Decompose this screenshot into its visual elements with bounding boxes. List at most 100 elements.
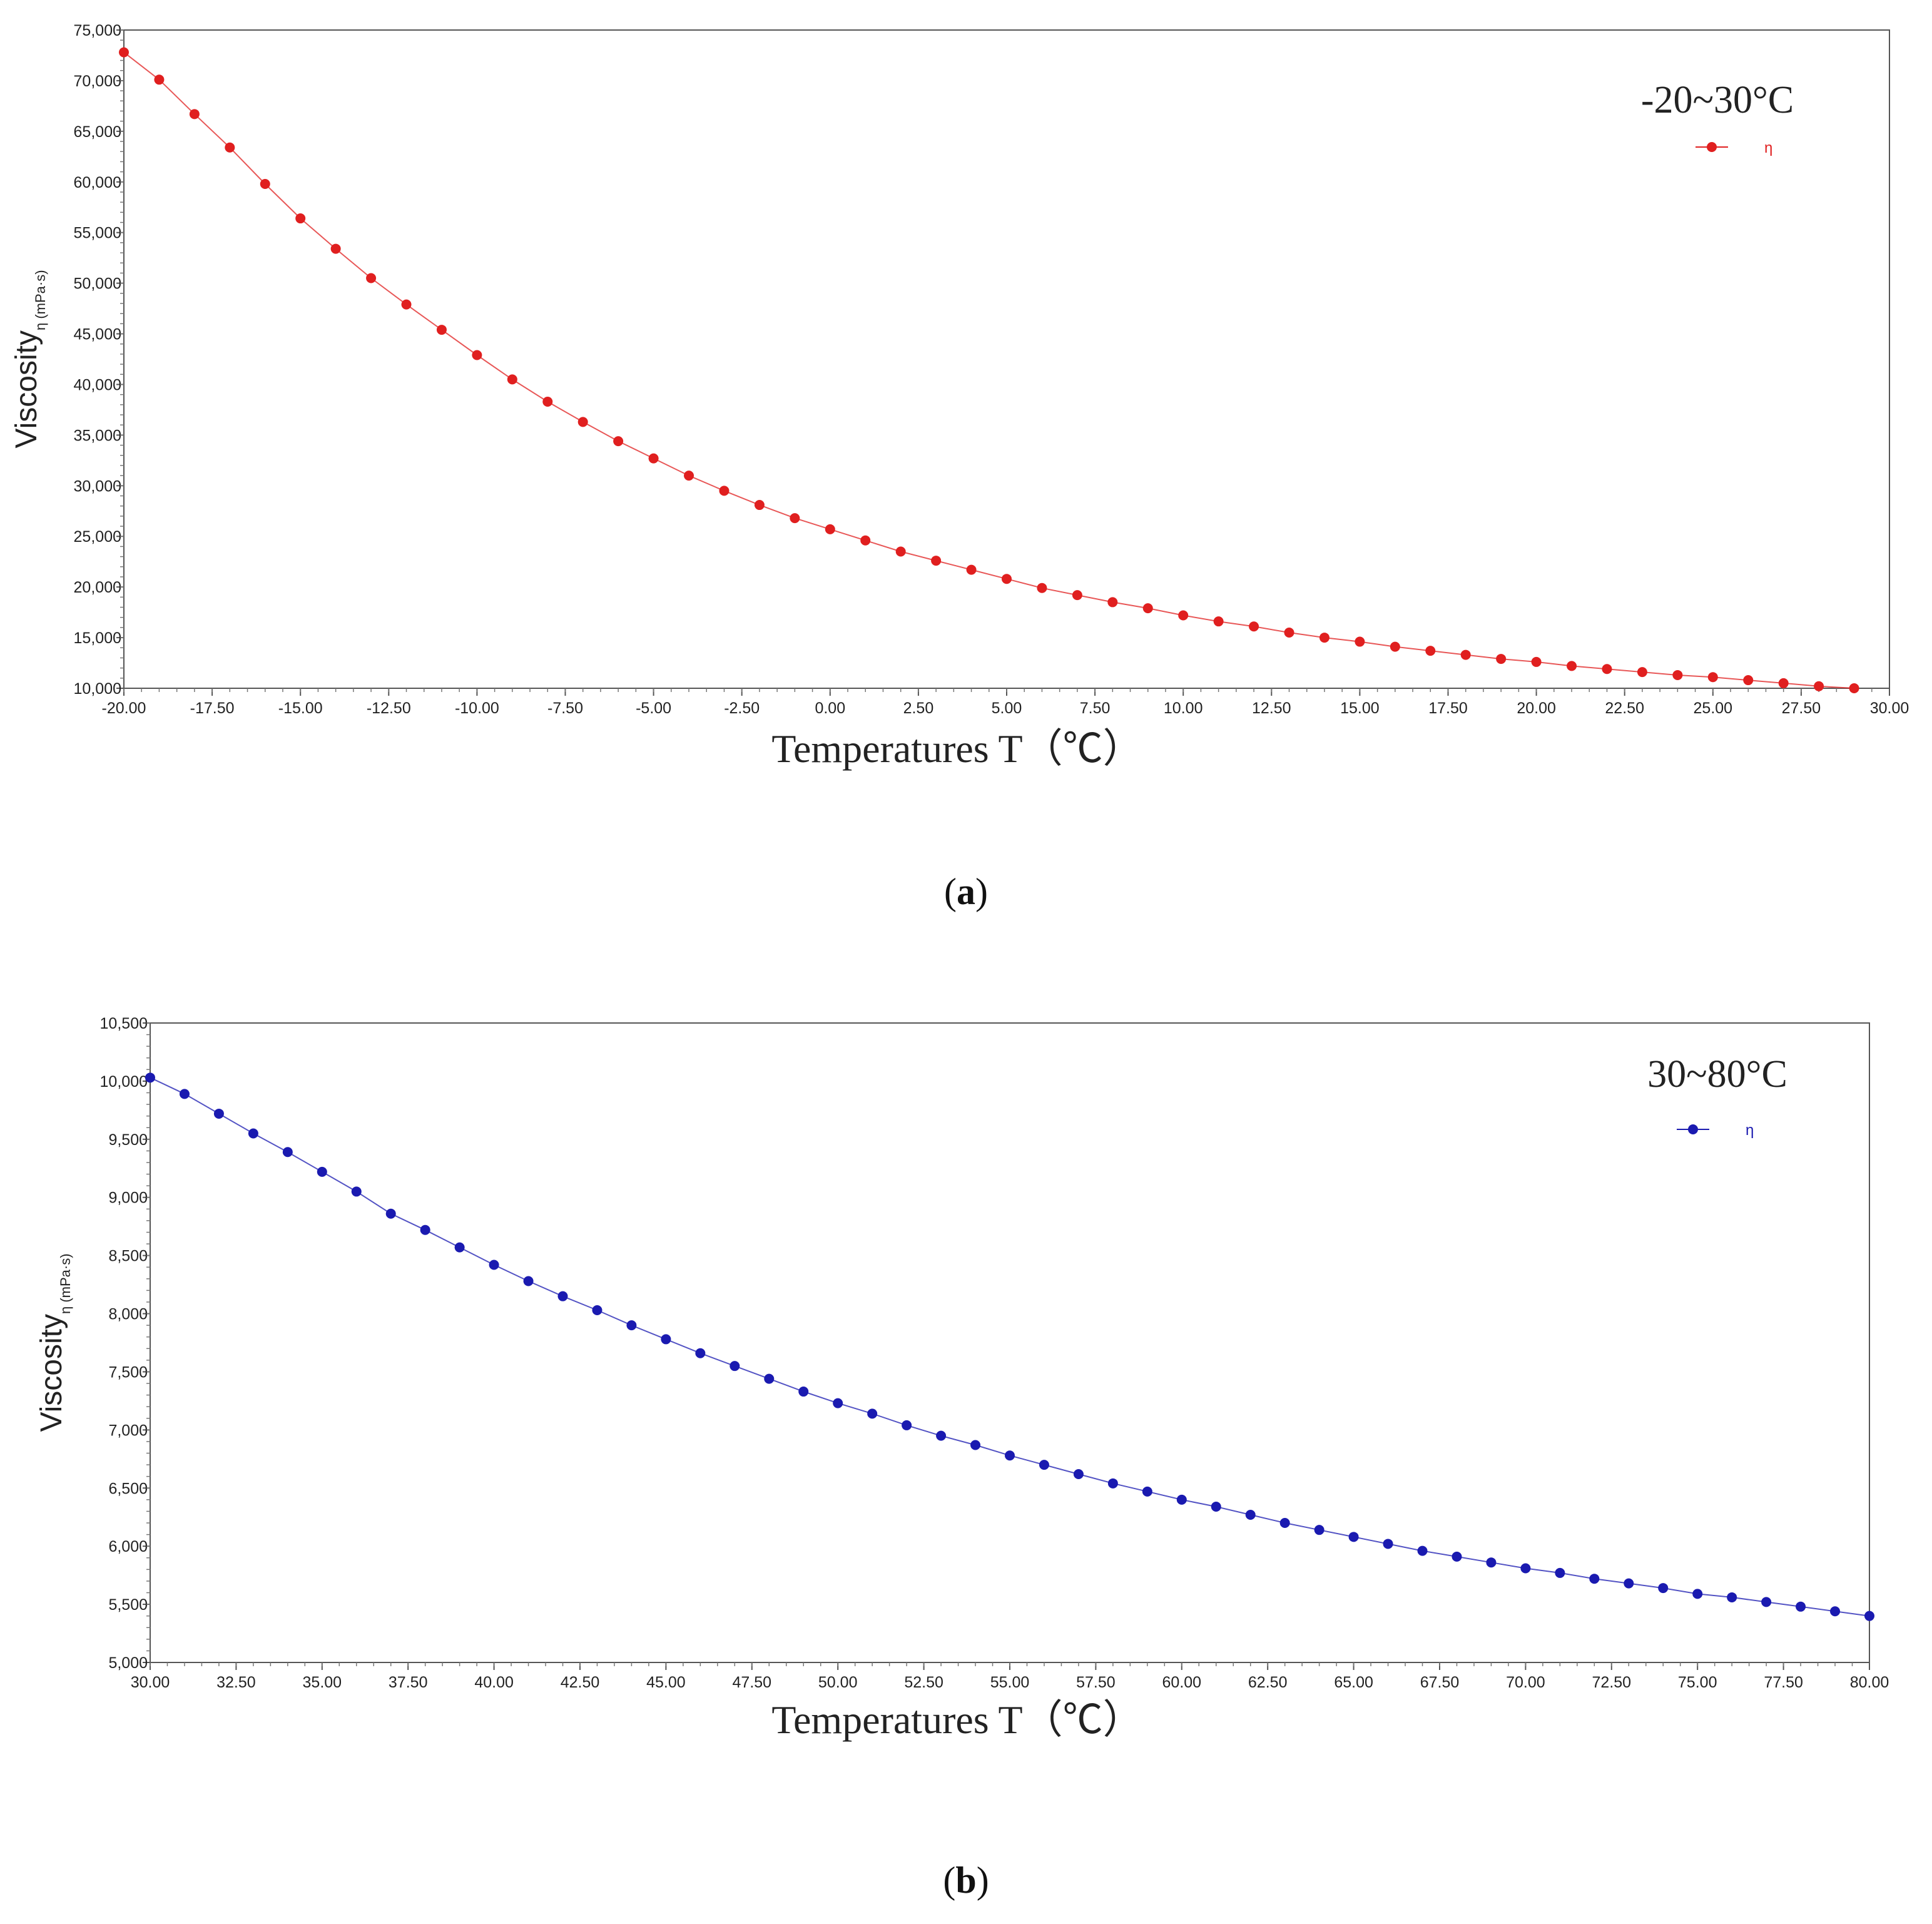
data-point [648, 453, 659, 464]
y-tick-label: 8,000 [108, 1306, 148, 1323]
data-point [936, 1430, 947, 1441]
x-tick-label: 37.50 [389, 1674, 428, 1691]
y-tick-label: 5,500 [108, 1596, 148, 1614]
y-tick-label: 9,000 [108, 1189, 148, 1207]
data-point [119, 47, 129, 58]
data-point [523, 1276, 534, 1286]
data-point [895, 546, 906, 557]
x-tick-label: 40.00 [474, 1674, 514, 1691]
x-tick-label: 50.00 [818, 1674, 858, 1691]
data-point [1796, 1601, 1806, 1612]
data-point [1107, 597, 1118, 608]
x-tick-label: 25.00 [1694, 700, 1733, 717]
data-point [179, 1089, 190, 1099]
y-tick-label: 45,000 [74, 326, 121, 344]
data-point [1555, 1567, 1565, 1578]
x-tick-label: 5.00 [992, 700, 1022, 717]
data-point [833, 1398, 843, 1408]
data-point [1830, 1606, 1841, 1617]
data-point [1658, 1583, 1669, 1594]
x-axis-title: Temperatures T（℃） [771, 1697, 1142, 1742]
data-point [1249, 621, 1259, 632]
x-tick-label: -15.00 [278, 700, 323, 717]
y-tick-label: 9,500 [108, 1131, 148, 1149]
data-point [798, 1387, 809, 1397]
data-point [1245, 1510, 1256, 1520]
y-tick-label: 7,500 [108, 1363, 148, 1381]
data-point [1284, 627, 1294, 638]
data-point [1567, 661, 1577, 671]
x-tick-label: 17.50 [1428, 700, 1468, 717]
plot-frame [150, 1022, 1870, 1663]
x-tick-label: -20.00 [102, 700, 146, 717]
data-point [661, 1334, 671, 1345]
x-tick-label: 10.00 [1164, 700, 1203, 717]
data-point [420, 1224, 430, 1235]
data-point [1637, 667, 1647, 678]
y-tick-label: 15,000 [74, 629, 121, 647]
y-axis-title-main: Viscosity [10, 330, 43, 449]
x-tick-label: 15.00 [1340, 700, 1380, 717]
data-point [1390, 641, 1400, 652]
data-point [754, 500, 765, 511]
data-point [1849, 683, 1859, 693]
data-point [1178, 610, 1189, 621]
data-point [1707, 672, 1718, 683]
y-axis-title: Viscosityη (mPa·s) [35, 1253, 73, 1432]
data-point [260, 179, 270, 190]
data-point [1425, 646, 1436, 656]
data-point [860, 535, 871, 546]
data-point [1452, 1551, 1462, 1562]
y-axis-title-sub: η (mPa·s) [33, 270, 48, 330]
data-point [1727, 1592, 1737, 1602]
data-point [542, 396, 553, 407]
x-tick-label: 30.00 [1870, 700, 1909, 717]
data-point [1383, 1539, 1393, 1549]
panel-caption-letter: b [955, 1860, 976, 1901]
y-tick-label: 30,000 [74, 477, 121, 495]
data-point [1602, 664, 1612, 674]
x-tick-label: 62.50 [1248, 1674, 1288, 1691]
data-point [1176, 1494, 1187, 1505]
y-axis-title-main: Viscosity [35, 1314, 68, 1432]
data-point [626, 1320, 637, 1331]
x-tick-label: 70.00 [1506, 1674, 1545, 1691]
data-point [592, 1305, 602, 1315]
data-point [1761, 1597, 1772, 1607]
data-point [1073, 1468, 1084, 1479]
data-point [1348, 1532, 1359, 1542]
y-tick-label: 6,500 [108, 1480, 148, 1497]
data-point [1743, 675, 1754, 686]
y-tick-label: 55,000 [74, 225, 121, 242]
data-point [764, 1373, 775, 1384]
data-point [213, 1108, 224, 1119]
y-tick-label: 10,000 [100, 1073, 148, 1091]
y-tick-label: 25,000 [74, 528, 121, 546]
legend-label: η [1764, 140, 1772, 156]
data-point [454, 1242, 465, 1253]
data-point [1531, 656, 1542, 667]
x-tick-label: 12.50 [1252, 700, 1291, 717]
y-axis-title-sub: η (mPa·s) [58, 1253, 73, 1314]
x-tick-label: 27.50 [1782, 700, 1821, 717]
y-tick-label: 60,000 [74, 174, 121, 191]
x-tick-label: 47.50 [733, 1674, 772, 1691]
panel-caption: (a) [944, 871, 988, 912]
data-point [1814, 681, 1824, 691]
data-point [1107, 1478, 1118, 1489]
legend-label: η [1746, 1122, 1754, 1139]
data-point [1039, 1460, 1049, 1470]
data-point [1692, 1589, 1703, 1599]
data-point [825, 524, 835, 534]
y-tick-label: 75,000 [74, 22, 121, 39]
data-point [1002, 574, 1012, 584]
data-point [867, 1408, 878, 1419]
x-tick-label: 2.50 [903, 700, 934, 717]
chart-panel-a: -20.00 -17.50 -15.00 -12.50 -10.00 -7.50 -5.00… [10, 22, 1909, 912]
legend-marker [1688, 1124, 1698, 1134]
data-point [1417, 1545, 1428, 1556]
data-point [189, 109, 200, 120]
data-point [351, 1186, 362, 1197]
x-tick-label: 77.50 [1764, 1674, 1803, 1691]
data-point [1211, 1502, 1221, 1512]
